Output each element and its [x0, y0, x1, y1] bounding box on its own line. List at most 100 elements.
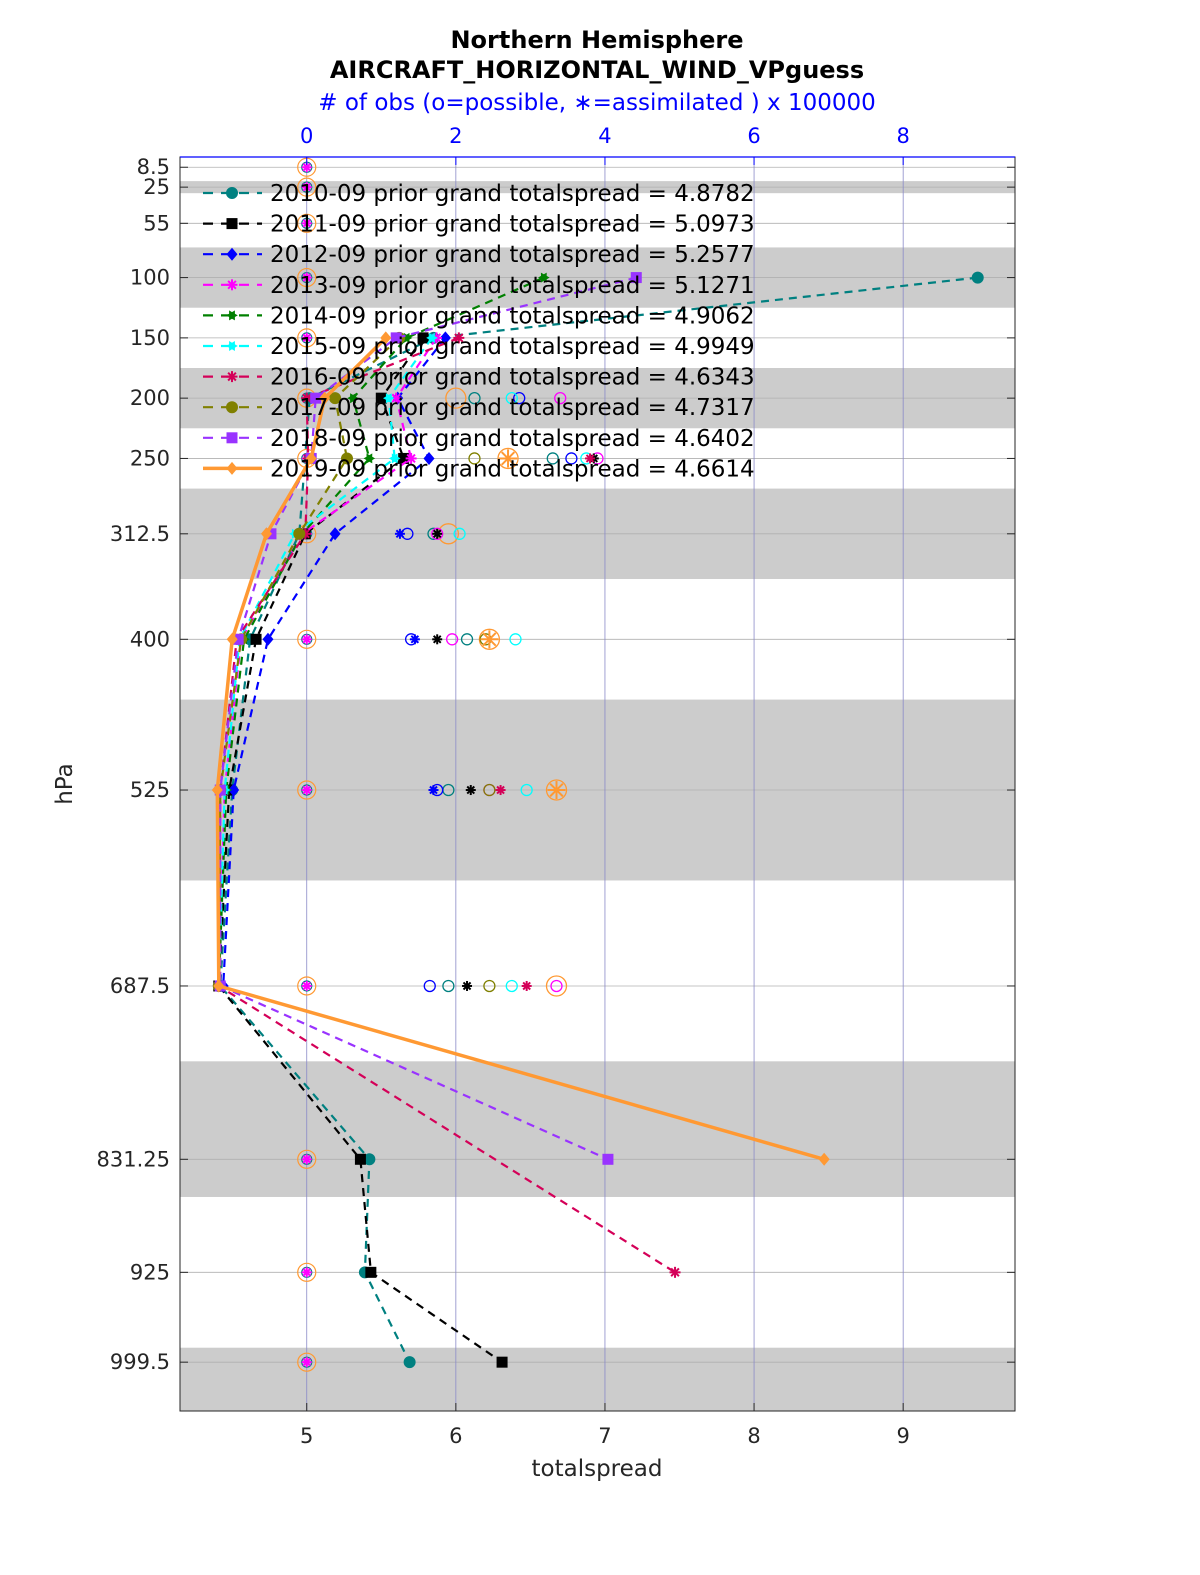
series-point: [250, 633, 262, 645]
legend-marker: [226, 461, 238, 475]
zero-obs-marker: [297, 1262, 317, 1282]
zero-obs-asterisk: [301, 980, 312, 991]
series-point-stroke: [391, 393, 401, 403]
series-point: [365, 1266, 377, 1278]
series-point: [260, 527, 272, 541]
zero-obs-asterisk: [301, 1357, 312, 1368]
zero-obs-marker: [297, 177, 317, 197]
y-tick-label: 400: [130, 627, 170, 651]
legend: 2010-09 prior grand totalspread = 4.8782…: [203, 181, 755, 482]
possible-obs-marker: [565, 452, 578, 465]
series-point: [630, 272, 642, 284]
series-point: [354, 1153, 366, 1165]
chart-subtitle: AIRCRAFT_HORIZONTAL_WIND_VPguess: [330, 56, 864, 84]
zero-obs-asterisk-stroke: [302, 163, 311, 172]
y-tick-label: 525: [130, 778, 170, 802]
top-axis-label: # of obs (o=possible, ∗=assimilated ) x …: [318, 90, 876, 116]
legend-entry: 2015-09 prior grand totalspread = 4.9949: [270, 334, 755, 360]
pressure-band: [180, 1347, 1015, 1411]
pressure-band: [180, 1061, 1015, 1197]
series-point-stroke: [406, 453, 416, 464]
zero-obs-marker: [297, 629, 317, 649]
assimilated-obs-marker-stroke: [522, 981, 531, 991]
legend-entry: 2011-09 prior grand totalspread = 5.0973: [270, 212, 755, 238]
series-point: [363, 453, 376, 464]
possible-obs-marker: [453, 527, 466, 540]
zero-obs-asterisk: [301, 1154, 312, 1165]
assimilated-obs-marker-stroke: [496, 785, 505, 795]
zero-obs-asterisk: [301, 1267, 312, 1278]
series-point: [400, 332, 413, 343]
possible-obs-marker: [423, 979, 436, 993]
zero-obs-asterisk: [301, 785, 312, 796]
y-tick-label: 200: [130, 386, 170, 410]
possible-obs-marker: [546, 452, 559, 465]
x-axis-label: totalspread: [532, 1456, 663, 1482]
legend-marker: [226, 401, 238, 414]
zero-obs-marker: [297, 328, 317, 348]
series-point: [329, 527, 341, 541]
assimilated-obs-marker: [495, 785, 506, 796]
assimilated-obs-marker: [432, 634, 443, 645]
series-line-5: [217, 276, 545, 987]
zero-obs-asterisk-stroke: [302, 785, 311, 795]
assimilated-obs-marker: [585, 453, 596, 464]
zero-obs-asterisk: [301, 182, 312, 193]
possible-obs-marker: [442, 979, 455, 993]
series-point: [390, 332, 402, 344]
legend-entry: 2018-09 prior grand totalspread = 4.6402: [270, 426, 755, 452]
legend-marker: [226, 310, 238, 321]
assimilated-obs-marker-stroke: [395, 529, 405, 539]
x-tick-label: 6: [449, 1424, 462, 1448]
series-layer: [211, 271, 984, 1369]
legend-entry: 2017-09 prior grand totalspread = 4.7317: [270, 395, 755, 421]
series-line-10: [215, 336, 825, 1161]
series-line-1: [219, 276, 978, 1363]
series-point: [319, 391, 331, 405]
assimilated-obs-marker: [499, 449, 518, 468]
possible-obs-marker: [509, 633, 522, 646]
possible-obs-marker: [468, 392, 481, 405]
legend-marker-stroke: [227, 372, 237, 382]
assimilated-obs-marker: [409, 634, 420, 645]
legend-entry: 2010-09 prior grand totalspread = 4.8782: [270, 181, 755, 207]
possible-obs-marker: [497, 447, 519, 470]
legend-marker: [226, 187, 238, 199]
possible-obs-marker: [460, 633, 474, 646]
assimilated-obs-marker: [432, 528, 443, 539]
zero-obs-marker: [297, 267, 317, 288]
possible-obs-marker: [505, 392, 518, 405]
possible-obs-marker: [445, 633, 459, 646]
possible-obs-marker: [478, 628, 501, 650]
assimilated-obs-marker-stroke: [482, 632, 497, 647]
y-tick-label: 8.5: [137, 155, 170, 179]
zero-obs-asterisk-stroke: [302, 182, 311, 192]
zero-obs-asterisk: [301, 332, 312, 343]
series-point: [211, 783, 223, 797]
series-point: [232, 633, 244, 645]
legend-marker: [226, 279, 238, 291]
possible-obs-marker: [483, 783, 496, 797]
assimilated-obs-marker-stroke: [549, 782, 564, 798]
top-tick-label: 0: [300, 124, 313, 148]
zero-obs-asterisk-stroke: [302, 1155, 311, 1164]
series-point: [380, 331, 392, 345]
series-point: [388, 453, 401, 464]
x-tick-label: 5: [300, 1424, 313, 1448]
y-tick-label: 312.5: [110, 522, 170, 546]
series-point: [439, 331, 451, 345]
assimilated-obs-marker: [394, 528, 405, 539]
zero-obs-asterisk-stroke: [302, 1268, 311, 1277]
x-tick-label: 8: [747, 1424, 760, 1448]
series-point: [293, 527, 306, 540]
zero-obs-asterisk-stroke: [302, 273, 311, 282]
y-tick-label: 150: [130, 326, 170, 350]
legend-marker: [226, 247, 238, 261]
assimilated-obs-marker: [465, 785, 476, 796]
possible-obs-marker: [483, 979, 496, 993]
y-tick-label: 55: [143, 211, 170, 235]
assimilated-obs-marker-stroke: [585, 454, 595, 463]
top-tick-label: 2: [449, 124, 462, 148]
zero-obs-asterisk-stroke: [302, 333, 311, 343]
series-point: [347, 393, 359, 404]
